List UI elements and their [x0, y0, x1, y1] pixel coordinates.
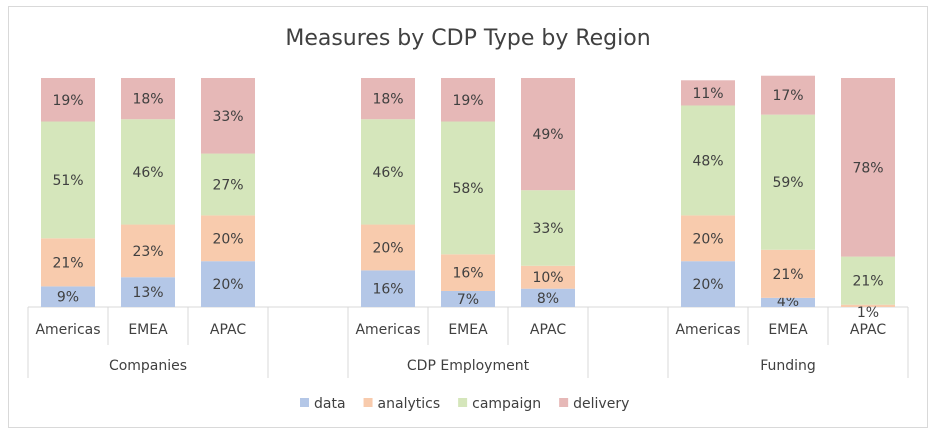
- data-label-campaign: 27%: [212, 177, 243, 193]
- bar-segment-delivery: [201, 78, 255, 154]
- bar-segment-data: [41, 286, 95, 307]
- bar-segment-delivery: [681, 80, 735, 106]
- bar-segment-data: [201, 261, 255, 307]
- data-label-analytics: 10%: [532, 270, 563, 286]
- bar-segment-delivery: [361, 78, 415, 120]
- bar-segment-campaign: [761, 114, 815, 250]
- data-label-data: 20%: [212, 277, 243, 293]
- category-label: APAC: [210, 322, 246, 338]
- data-label-delivery: 78%: [852, 160, 883, 176]
- data-label-data: 4%: [777, 294, 799, 310]
- data-label-analytics: 20%: [692, 231, 723, 247]
- data-label-analytics: 20%: [372, 240, 403, 256]
- bar-segment-analytics: [361, 224, 415, 271]
- bar-segment-analytics: [201, 215, 255, 262]
- category-label: Americas: [355, 322, 420, 338]
- bar-segment-delivery: [521, 78, 575, 191]
- category-label: Americas: [35, 322, 100, 338]
- category-label: Americas: [675, 322, 740, 338]
- bar-segment-data: [121, 277, 175, 307]
- data-label-campaign: 21%: [852, 274, 883, 290]
- group-label: CDP Employment: [407, 358, 530, 374]
- legend-label-campaign: campaign: [472, 396, 541, 412]
- data-label-campaign: 58%: [452, 181, 483, 197]
- category-label: EMEA: [128, 322, 168, 338]
- legend-swatch-data: [300, 398, 309, 407]
- bar-segment-analytics: [521, 265, 575, 289]
- bar-segment-campaign: [201, 153, 255, 216]
- data-label-analytics: 21%: [52, 255, 83, 271]
- chart-frame: [8, 6, 928, 428]
- data-label-delivery: 18%: [372, 92, 403, 108]
- bar-segment-campaign: [361, 119, 415, 225]
- data-label-data: 13%: [132, 285, 163, 301]
- group-label: Companies: [109, 358, 187, 374]
- bar-segment-delivery: [441, 78, 495, 122]
- bar-segment-data: [761, 297, 815, 307]
- bar-segment-campaign: [681, 105, 735, 216]
- legend-label-analytics: analytics: [378, 396, 441, 412]
- data-label-analytics: 20%: [212, 231, 243, 247]
- data-label-analytics: 1%: [857, 305, 879, 321]
- bar-segment-data: [681, 261, 735, 307]
- bar-segment-campaign: [841, 256, 895, 305]
- legend-swatch-campaign: [458, 398, 468, 407]
- data-label-analytics: 16%: [452, 266, 483, 282]
- data-label-delivery: 49%: [532, 127, 563, 143]
- legend-swatch-analytics: [363, 398, 373, 407]
- bar-segment-data: [521, 288, 575, 307]
- data-label-campaign: 46%: [372, 165, 403, 181]
- data-label-delivery: 18%: [132, 92, 163, 108]
- bar-segment-analytics: [841, 304, 895, 307]
- chart-title: Measures by CDP Type by Region: [285, 26, 650, 51]
- bar-segment-delivery: [761, 75, 815, 115]
- data-label-data: 9%: [57, 290, 79, 306]
- data-label-campaign: 46%: [132, 165, 163, 181]
- bar-segment-campaign: [121, 119, 175, 225]
- category-label: EMEA: [448, 322, 488, 338]
- data-label-campaign: 48%: [692, 153, 723, 169]
- bar-segment-data: [441, 290, 495, 307]
- bar-segment-delivery: [841, 78, 895, 257]
- data-label-delivery: 17%: [772, 88, 803, 104]
- bar-segment-campaign: [441, 121, 495, 255]
- data-label-delivery: 11%: [692, 86, 723, 102]
- data-label-data: 16%: [372, 282, 403, 298]
- bar-segment-campaign: [41, 121, 95, 239]
- data-label-data: 7%: [457, 292, 479, 308]
- data-label-analytics: 21%: [772, 267, 803, 283]
- bar-segment-delivery: [121, 78, 175, 120]
- category-label: EMEA: [768, 322, 808, 338]
- legend-label-data: data: [314, 396, 346, 412]
- data-label-delivery: 33%: [212, 109, 243, 125]
- group-label: Funding: [760, 358, 816, 374]
- bar-segment-analytics: [121, 224, 175, 278]
- data-label-campaign: 51%: [52, 173, 83, 189]
- category-label: APAC: [850, 322, 886, 338]
- bar-segment-analytics: [681, 215, 735, 262]
- bar-segment-analytics: [761, 249, 815, 298]
- data-label-analytics: 23%: [132, 244, 163, 260]
- legend-label-delivery: delivery: [573, 396, 629, 412]
- data-label-campaign: 33%: [532, 221, 563, 237]
- legend-swatch-delivery: [559, 398, 569, 407]
- bar-segment-campaign: [521, 190, 575, 266]
- data-label-data: 20%: [692, 277, 723, 293]
- category-label: APAC: [530, 322, 566, 338]
- bar-segment-analytics: [41, 238, 95, 287]
- data-label-data: 8%: [537, 291, 559, 307]
- bar-segment-data: [361, 270, 415, 307]
- data-label-delivery: 19%: [52, 93, 83, 109]
- data-label-campaign: 59%: [772, 175, 803, 191]
- data-label-delivery: 19%: [452, 93, 483, 109]
- bar-segment-analytics: [441, 254, 495, 291]
- bar-segment-delivery: [41, 78, 95, 122]
